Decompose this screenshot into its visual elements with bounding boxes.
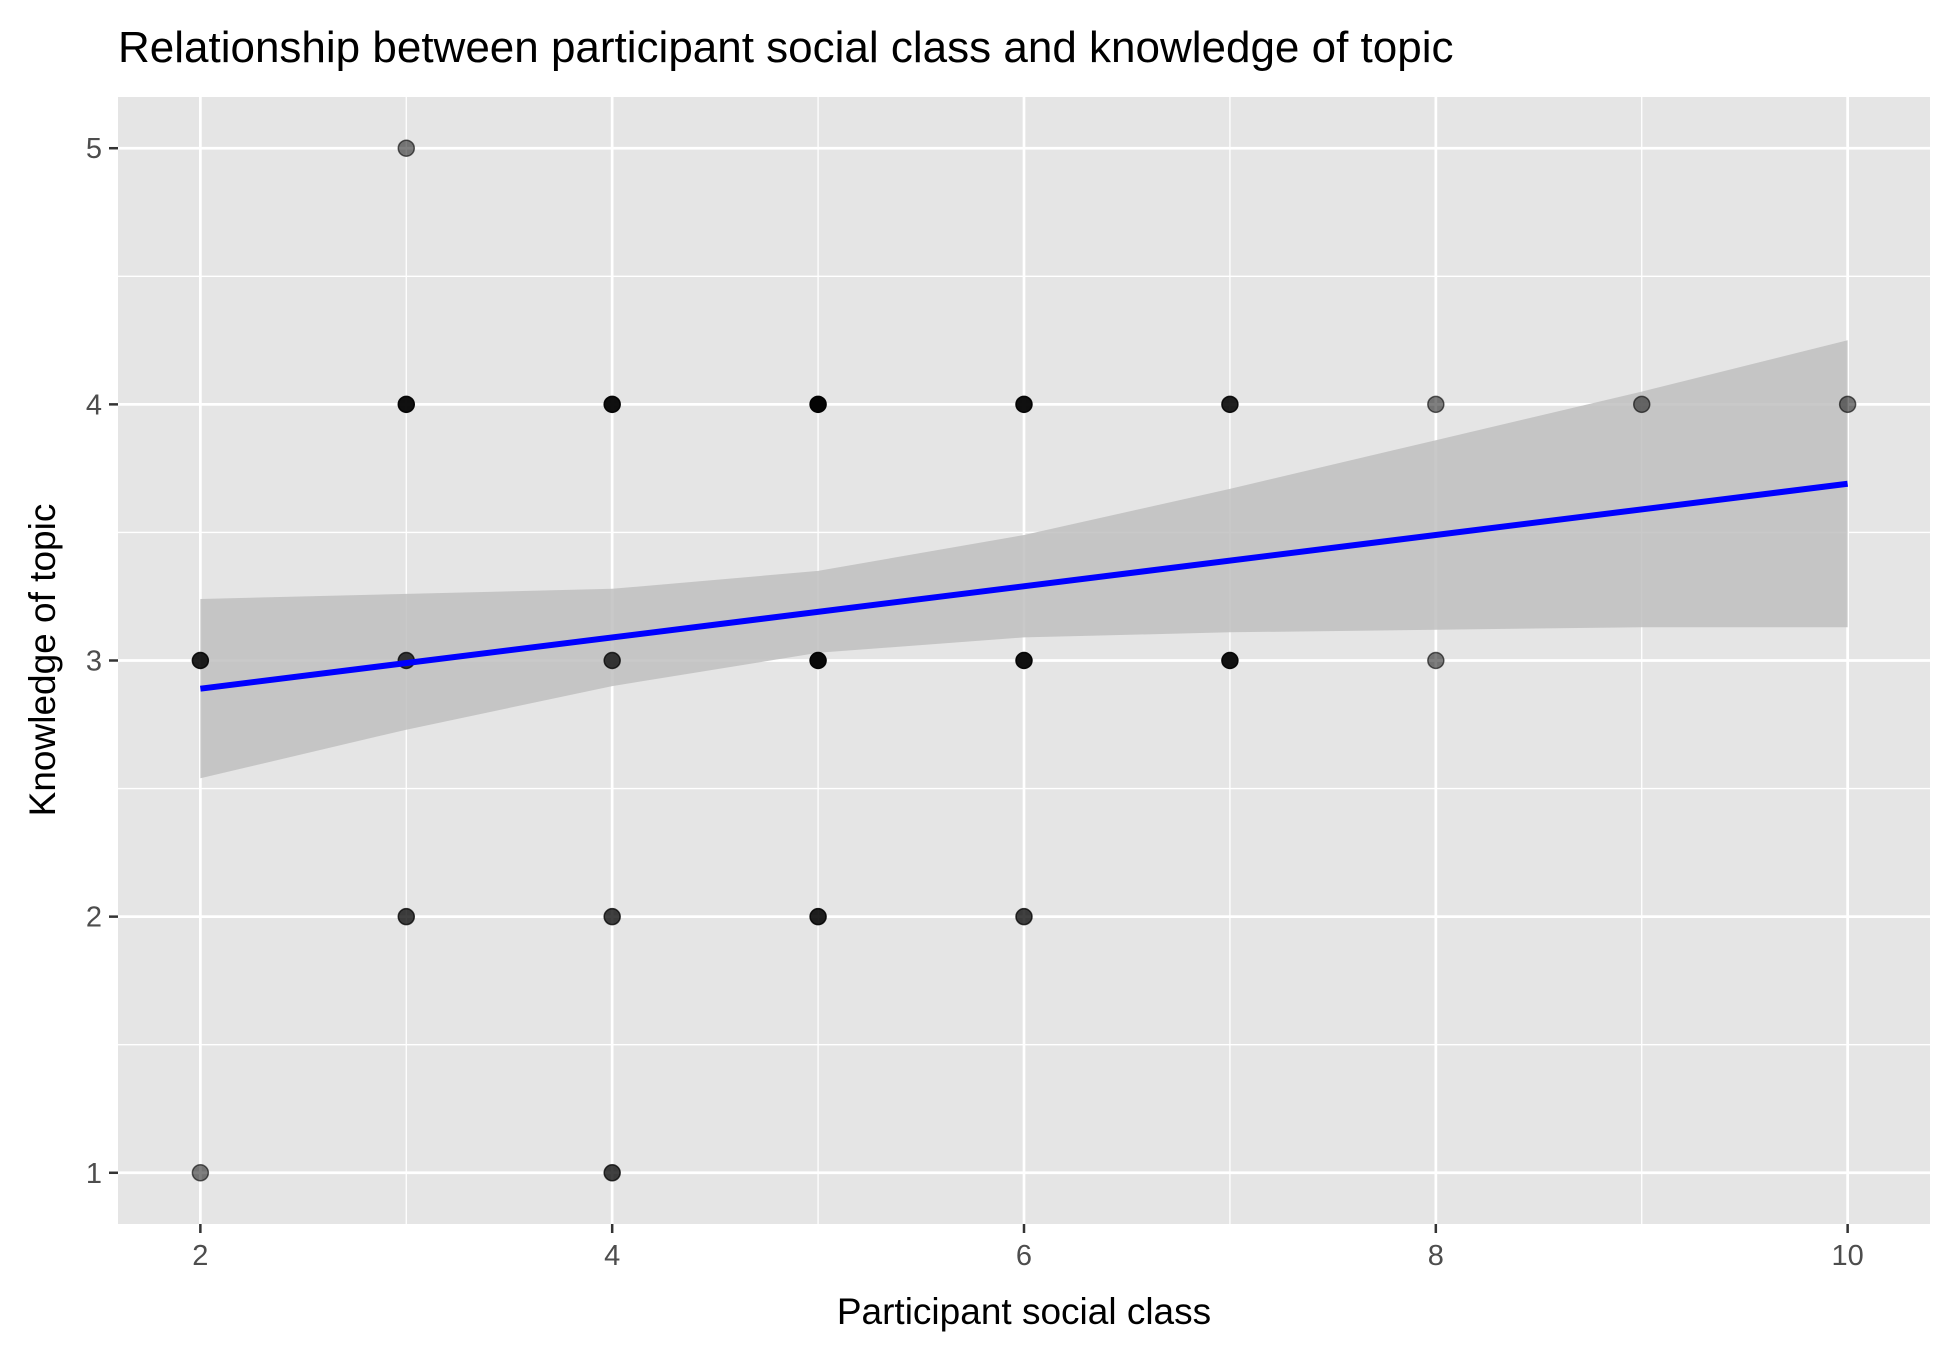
data-point: [1015, 907, 1033, 926]
data-point: [1838, 395, 1857, 414]
data-point: [809, 907, 827, 926]
data-point: [809, 395, 827, 414]
x-axis: 2 4 6 8 10: [192, 1224, 1864, 1272]
x-axis-title: Participant social class: [837, 1291, 1211, 1332]
data-point: [603, 395, 621, 414]
data-point: [1221, 395, 1239, 414]
data-point: [191, 1164, 210, 1182]
data-point: [397, 139, 416, 157]
data-point: [1015, 651, 1033, 670]
x-tick-label: 4: [604, 1240, 620, 1272]
chart-title: Relationship between participant social …: [118, 23, 1453, 72]
y-tick-label: 5: [86, 133, 102, 165]
data-point: [603, 1164, 621, 1182]
data-point: [1427, 395, 1445, 414]
data-point: [397, 395, 416, 414]
data-point: [191, 651, 210, 670]
y-tick-label: 3: [86, 646, 102, 678]
data-point: [603, 907, 621, 926]
y-axis: 1 2 3 4 5: [86, 133, 118, 1190]
fit-line: [199, 480, 1849, 692]
data-point: [1015, 395, 1033, 414]
data-points: [191, 139, 1857, 1182]
x-tick-label: 6: [1016, 1240, 1032, 1272]
x-tick-label: 10: [1832, 1240, 1864, 1272]
data-point: [1632, 395, 1651, 414]
y-tick-label: 4: [86, 389, 102, 421]
y-axis-title: Knowledge of topic: [22, 504, 63, 817]
x-tick-label: 8: [1428, 1240, 1444, 1272]
y-tick-label: 1: [86, 1158, 102, 1190]
data-point: [603, 651, 621, 670]
data-point: [1221, 651, 1239, 670]
data-point: [1427, 651, 1445, 670]
y-tick-label: 2: [86, 902, 102, 934]
data-point: [809, 651, 827, 670]
data-point: [397, 907, 416, 926]
x-tick-label: 2: [192, 1240, 208, 1272]
